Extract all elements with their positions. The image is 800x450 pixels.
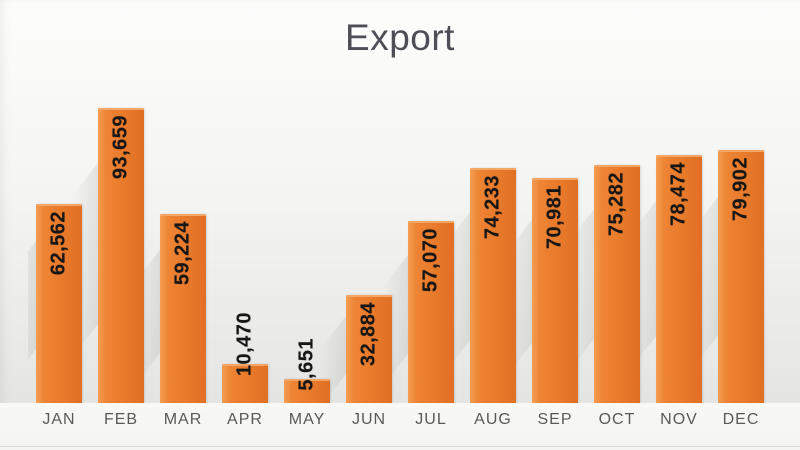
x-axis-label: JUL [415,411,447,428]
bar [284,379,330,403]
x-axis-label: AUG [474,411,512,428]
bar [656,155,702,403]
bar-column: 57,070 [382,70,462,403]
bar-shadow [28,241,36,383]
value-label: 32,884 [357,302,380,367]
value-label: 79,902 [729,157,752,222]
bar-column: 93,659 [72,70,152,403]
bar-column: 74,233 [444,70,524,403]
x-axis-label: OCT [598,411,636,428]
bar [408,221,454,403]
value-label: 5,651 [295,338,318,391]
x-axis-label: APR [227,411,263,428]
bar [470,168,516,403]
bar [594,165,640,403]
bar [222,364,268,403]
bar-column: 32,884 [320,70,400,403]
bar-column: 5,651 [276,70,338,403]
value-label: 59,224 [171,221,194,286]
bar-column: 10,470 [214,70,276,403]
x-axis-label: MAR [163,411,203,428]
value-label: 74,233 [481,175,504,240]
x-axis-label: NOV [660,411,698,428]
x-axis-label: JUN [351,411,387,428]
bar-column: 78,474 [630,70,710,403]
x-axis-label: DEC [722,411,760,428]
x-axis-label: FEB [103,411,139,428]
x-axis: JAN FEB MAR APR MAY JUN JUL AUG SEP OCT NOV DEC [28,411,772,429]
value-label: 78,474 [667,162,690,227]
bar-column: 59,224 [134,70,214,403]
value-label: 62,562 [47,211,70,276]
plot-area: 62,562 93,659 59,224 10,470 5,651 32,884 57,07… [28,70,772,403]
bar [36,204,82,403]
value-label: 75,282 [605,172,628,237]
x-axis-strip: JAN FEB MAR APR MAY JUN JUL AUG SEP OCT NOV DEC [0,403,800,450]
x-axis-label: JAN [42,411,76,428]
bar [718,150,764,403]
x-axis-label: MAY [288,411,326,428]
value-label: 10,470 [233,311,256,376]
bar [346,295,392,403]
chart-title: Export [345,17,455,58]
value-label: 57,070 [419,228,442,293]
bar-column: 70,981 [506,70,586,403]
bar-column: 62,562 [28,70,90,403]
bar [160,214,206,403]
bar-column: 75,282 [568,70,648,403]
bar-column: 79,902 [692,70,772,403]
x-axis-label: SEP [537,411,573,428]
value-label: 70,981 [543,185,566,250]
value-label: 93,659 [109,115,132,180]
bar [532,178,578,403]
bar [98,108,144,403]
